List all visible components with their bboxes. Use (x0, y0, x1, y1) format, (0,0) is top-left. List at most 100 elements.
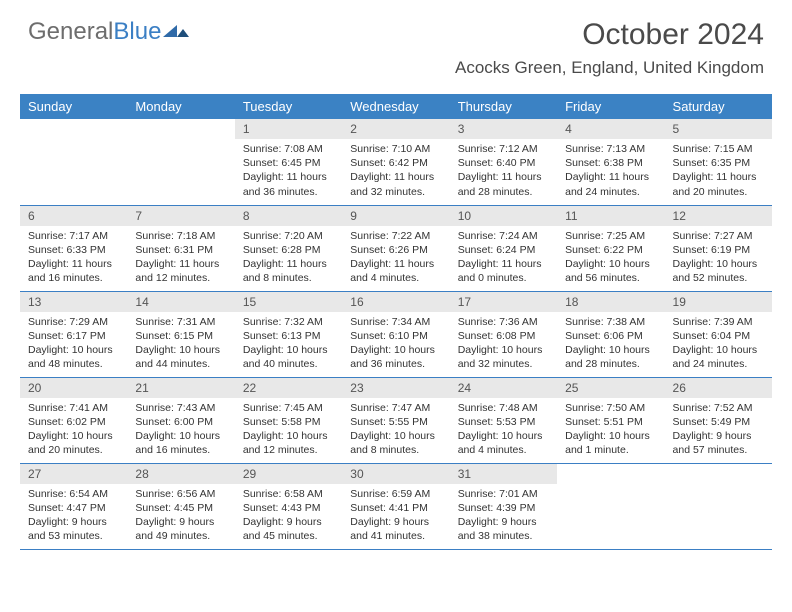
calendar-day-cell: 13Sunrise: 7:29 AMSunset: 6:17 PMDayligh… (20, 291, 127, 377)
day-number: 22 (235, 378, 342, 398)
calendar-week-row: 13Sunrise: 7:29 AMSunset: 6:17 PMDayligh… (20, 291, 772, 377)
day-content: Sunrise: 7:18 AMSunset: 6:31 PMDaylight:… (127, 226, 234, 290)
day-number: 12 (665, 206, 772, 226)
calendar-day-cell: 16Sunrise: 7:34 AMSunset: 6:10 PMDayligh… (342, 291, 449, 377)
calendar-day-cell: 11Sunrise: 7:25 AMSunset: 6:22 PMDayligh… (557, 205, 664, 291)
calendar-week-row: 27Sunrise: 6:54 AMSunset: 4:47 PMDayligh… (20, 463, 772, 549)
calendar-day-cell: 27Sunrise: 6:54 AMSunset: 4:47 PMDayligh… (20, 463, 127, 549)
day-content: Sunrise: 7:08 AMSunset: 6:45 PMDaylight:… (235, 139, 342, 203)
calendar-day-cell: 23Sunrise: 7:47 AMSunset: 5:55 PMDayligh… (342, 377, 449, 463)
day-number: 13 (20, 292, 127, 312)
day-content: Sunrise: 6:59 AMSunset: 4:41 PMDaylight:… (342, 484, 449, 548)
calendar-day-cell: 7Sunrise: 7:18 AMSunset: 6:31 PMDaylight… (127, 205, 234, 291)
weekday-header: Thursday (450, 94, 557, 119)
day-number: 3 (450, 119, 557, 139)
weekday-header: Saturday (665, 94, 772, 119)
calendar-week-row: 20Sunrise: 7:41 AMSunset: 6:02 PMDayligh… (20, 377, 772, 463)
calendar-table: SundayMondayTuesdayWednesdayThursdayFrid… (20, 94, 772, 550)
logo: GeneralBlue (28, 18, 189, 46)
day-number: 10 (450, 206, 557, 226)
calendar-day-cell: 29Sunrise: 6:58 AMSunset: 4:43 PMDayligh… (235, 463, 342, 549)
day-content: Sunrise: 7:27 AMSunset: 6:19 PMDaylight:… (665, 226, 772, 290)
calendar-day-cell: 17Sunrise: 7:36 AMSunset: 6:08 PMDayligh… (450, 291, 557, 377)
day-content: Sunrise: 7:20 AMSunset: 6:28 PMDaylight:… (235, 226, 342, 290)
day-number: 16 (342, 292, 449, 312)
day-content: Sunrise: 7:50 AMSunset: 5:51 PMDaylight:… (557, 398, 664, 462)
day-content: Sunrise: 7:12 AMSunset: 6:40 PMDaylight:… (450, 139, 557, 203)
day-number: 24 (450, 378, 557, 398)
day-number: 28 (127, 464, 234, 484)
day-content: Sunrise: 7:17 AMSunset: 6:33 PMDaylight:… (20, 226, 127, 290)
day-content: Sunrise: 7:43 AMSunset: 6:00 PMDaylight:… (127, 398, 234, 462)
calendar-day-cell: 2Sunrise: 7:10 AMSunset: 6:42 PMDaylight… (342, 119, 449, 205)
calendar-body: 1Sunrise: 7:08 AMSunset: 6:45 PMDaylight… (20, 119, 772, 549)
day-content: Sunrise: 6:54 AMSunset: 4:47 PMDaylight:… (20, 484, 127, 548)
day-number: 2 (342, 119, 449, 139)
calendar-week-row: 1Sunrise: 7:08 AMSunset: 6:45 PMDaylight… (20, 119, 772, 205)
day-number: 5 (665, 119, 772, 139)
logo-icon (163, 18, 189, 46)
day-number: 20 (20, 378, 127, 398)
day-number: 30 (342, 464, 449, 484)
calendar-day-cell: 18Sunrise: 7:38 AMSunset: 6:06 PMDayligh… (557, 291, 664, 377)
calendar-day-cell: 5Sunrise: 7:15 AMSunset: 6:35 PMDaylight… (665, 119, 772, 205)
weekday-header: Friday (557, 94, 664, 119)
calendar-day-cell: 12Sunrise: 7:27 AMSunset: 6:19 PMDayligh… (665, 205, 772, 291)
calendar-day-cell: 9Sunrise: 7:22 AMSunset: 6:26 PMDaylight… (342, 205, 449, 291)
calendar-day-cell (665, 463, 772, 549)
weekday-header: Sunday (20, 94, 127, 119)
calendar-day-cell: 19Sunrise: 7:39 AMSunset: 6:04 PMDayligh… (665, 291, 772, 377)
day-number: 19 (665, 292, 772, 312)
calendar-day-cell: 14Sunrise: 7:31 AMSunset: 6:15 PMDayligh… (127, 291, 234, 377)
day-content: Sunrise: 7:25 AMSunset: 6:22 PMDaylight:… (557, 226, 664, 290)
logo-text-general: General (28, 18, 113, 46)
day-content: Sunrise: 7:34 AMSunset: 6:10 PMDaylight:… (342, 312, 449, 376)
calendar-day-cell (20, 119, 127, 205)
day-number: 21 (127, 378, 234, 398)
day-content: Sunrise: 6:58 AMSunset: 4:43 PMDaylight:… (235, 484, 342, 548)
day-number: 1 (235, 119, 342, 139)
day-content: Sunrise: 7:22 AMSunset: 6:26 PMDaylight:… (342, 226, 449, 290)
header: GeneralBlue October 2024 Acocks Green, E… (0, 0, 792, 86)
day-number: 7 (127, 206, 234, 226)
day-content: Sunrise: 7:15 AMSunset: 6:35 PMDaylight:… (665, 139, 772, 203)
day-content: Sunrise: 7:47 AMSunset: 5:55 PMDaylight:… (342, 398, 449, 462)
day-number: 11 (557, 206, 664, 226)
day-number: 6 (20, 206, 127, 226)
calendar-day-cell: 24Sunrise: 7:48 AMSunset: 5:53 PMDayligh… (450, 377, 557, 463)
month-title: October 2024 (455, 18, 764, 52)
day-number: 25 (557, 378, 664, 398)
calendar-day-cell: 10Sunrise: 7:24 AMSunset: 6:24 PMDayligh… (450, 205, 557, 291)
day-content: Sunrise: 7:36 AMSunset: 6:08 PMDaylight:… (450, 312, 557, 376)
calendar-day-cell: 28Sunrise: 6:56 AMSunset: 4:45 PMDayligh… (127, 463, 234, 549)
calendar-day-cell (127, 119, 234, 205)
calendar-day-cell: 30Sunrise: 6:59 AMSunset: 4:41 PMDayligh… (342, 463, 449, 549)
day-content: Sunrise: 7:38 AMSunset: 6:06 PMDaylight:… (557, 312, 664, 376)
day-content: Sunrise: 7:39 AMSunset: 6:04 PMDaylight:… (665, 312, 772, 376)
day-number: 23 (342, 378, 449, 398)
day-number: 17 (450, 292, 557, 312)
day-number: 29 (235, 464, 342, 484)
day-content: Sunrise: 7:48 AMSunset: 5:53 PMDaylight:… (450, 398, 557, 462)
day-number: 14 (127, 292, 234, 312)
calendar-day-cell: 3Sunrise: 7:12 AMSunset: 6:40 PMDaylight… (450, 119, 557, 205)
calendar-day-cell: 26Sunrise: 7:52 AMSunset: 5:49 PMDayligh… (665, 377, 772, 463)
title-block: October 2024 Acocks Green, England, Unit… (455, 18, 764, 78)
day-content: Sunrise: 7:24 AMSunset: 6:24 PMDaylight:… (450, 226, 557, 290)
location: Acocks Green, England, United Kingdom (455, 58, 764, 78)
day-number: 26 (665, 378, 772, 398)
day-content: Sunrise: 7:32 AMSunset: 6:13 PMDaylight:… (235, 312, 342, 376)
weekday-header: Wednesday (342, 94, 449, 119)
day-content: Sunrise: 7:31 AMSunset: 6:15 PMDaylight:… (127, 312, 234, 376)
calendar-week-row: 6Sunrise: 7:17 AMSunset: 6:33 PMDaylight… (20, 205, 772, 291)
calendar-day-cell: 1Sunrise: 7:08 AMSunset: 6:45 PMDaylight… (235, 119, 342, 205)
calendar-day-cell: 25Sunrise: 7:50 AMSunset: 5:51 PMDayligh… (557, 377, 664, 463)
weekday-header: Tuesday (235, 94, 342, 119)
weekday-header-row: SundayMondayTuesdayWednesdayThursdayFrid… (20, 94, 772, 119)
day-content: Sunrise: 7:45 AMSunset: 5:58 PMDaylight:… (235, 398, 342, 462)
day-content: Sunrise: 7:52 AMSunset: 5:49 PMDaylight:… (665, 398, 772, 462)
day-content: Sunrise: 7:29 AMSunset: 6:17 PMDaylight:… (20, 312, 127, 376)
calendar-day-cell: 8Sunrise: 7:20 AMSunset: 6:28 PMDaylight… (235, 205, 342, 291)
day-number: 9 (342, 206, 449, 226)
calendar-day-cell: 6Sunrise: 7:17 AMSunset: 6:33 PMDaylight… (20, 205, 127, 291)
